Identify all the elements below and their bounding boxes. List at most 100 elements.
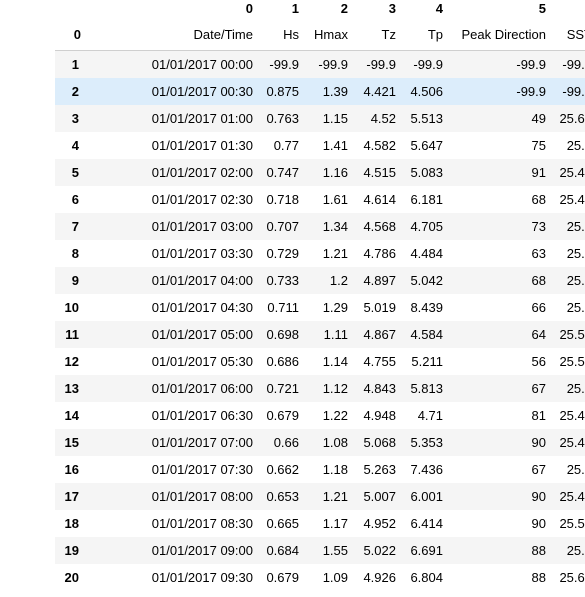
row-index: 9 [71, 273, 79, 288]
table-row: 17 01/01/2017 08:00 0.653 1.21 5.007 6.001 90 2… [55, 483, 585, 510]
table-cell: -99.9 [516, 57, 546, 72]
table-cell: 4.71 [417, 408, 443, 423]
table-cell: 1.09 [322, 570, 348, 585]
table-cell: 1.21 [322, 246, 348, 261]
table-cell: 4.755 [363, 354, 396, 369]
table-cell: 01/01/2017 08:00 [151, 489, 253, 504]
table-row: 1 01/01/2017 00:00 -99.9 -99.9 -99.9 -99.9 -99… [55, 50, 585, 78]
row-index: 20 [64, 570, 79, 585]
column-header: SST [550, 20, 585, 51]
table-cell: 25.55 [559, 327, 585, 342]
table-cell: 4.867 [363, 327, 396, 342]
table-cell: 25.55 [559, 354, 585, 369]
row-index: 7 [71, 219, 79, 234]
table-cell: 0.747 [266, 165, 299, 180]
column-number: 1 [291, 1, 299, 16]
dataframe-table: 0 1 2 3 4 5 6 0 Date/Time Hs Hmax Tz Tp … [55, 0, 585, 591]
table-cell: 0.653 [266, 489, 299, 504]
table-cell: 1.18 [322, 462, 348, 477]
table-cell: 4.614 [363, 192, 396, 207]
table-row: 3 01/01/2017 01:00 0.763 1.15 4.52 5.513 49 25.… [55, 105, 585, 132]
table-row: 9 01/01/2017 04:00 0.733 1.2 4.897 5.042 68 25.… [55, 267, 585, 294]
column-number: 0 [245, 1, 253, 16]
table-cell: 01/01/2017 00:00 [151, 57, 253, 72]
table-cell: 0.684 [266, 543, 299, 558]
table-cell: 1.15 [322, 111, 348, 126]
table-cell: -99.9 [562, 57, 585, 72]
column-header: Hmax [303, 20, 352, 51]
column-number: 4 [435, 1, 443, 16]
table-cell: 1.2 [329, 273, 348, 288]
table-cell: 01/01/2017 02:00 [151, 165, 253, 180]
table-row: 7 01/01/2017 03:00 0.707 1.34 4.568 4.705 73 25… [55, 213, 585, 240]
row-index: 1 [71, 57, 79, 72]
table-cell: 0.77 [273, 138, 299, 153]
table-cell: 0.662 [266, 462, 299, 477]
table-cell: 5.647 [410, 138, 443, 153]
table-cell: 01/01/2017 05:30 [151, 354, 253, 369]
table-cell: 5.042 [410, 273, 443, 288]
table-cell: 1.41 [322, 138, 348, 153]
table-cell: 1.17 [322, 516, 348, 531]
table-cell: 88 [531, 570, 546, 585]
table-cell: 5.513 [410, 111, 443, 126]
table-cell: 25.45 [559, 165, 585, 180]
column-name-row: 0 Date/Time Hs Hmax Tz Tp Peak Direction… [55, 20, 585, 51]
table-cell: 7.436 [410, 462, 443, 477]
table-cell: 1.55 [322, 543, 348, 558]
table-row: 2 01/01/2017 00:30 0.875 1.39 4.421 4.506 -99.… [55, 78, 585, 105]
table-cell: 4.484 [410, 246, 443, 261]
column-number-row: 0 1 2 3 4 5 6 [55, 0, 585, 20]
column-number: 6 [550, 0, 585, 20]
table-cell: 01/01/2017 06:30 [151, 408, 253, 423]
table-cell: 25.5 [566, 300, 585, 315]
table-cell: 01/01/2017 01:00 [151, 111, 253, 126]
table-cell: -99.9 [516, 84, 546, 99]
row-index: 12 [64, 354, 79, 369]
table-cell: 4.582 [363, 138, 396, 153]
table-row: 5 01/01/2017 02:00 0.747 1.16 4.515 5.083 91 25… [55, 159, 585, 186]
table-cell: 88 [531, 543, 546, 558]
table-cell: 4.786 [363, 246, 396, 261]
table-row: 8 01/01/2017 03:30 0.729 1.21 4.786 4.484 63 25… [55, 240, 585, 267]
table-cell: 4.948 [363, 408, 396, 423]
table-cell: -99.9 [562, 84, 585, 99]
table-cell: 4.897 [363, 273, 396, 288]
table-cell: 01/01/2017 09:30 [151, 570, 253, 585]
table-cell: 25.45 [559, 435, 585, 450]
table-cell: 01/01/2017 08:30 [151, 516, 253, 531]
table-cell: 1.39 [322, 84, 348, 99]
column-header: Tp [400, 20, 447, 51]
table-cell: 01/01/2017 09:00 [151, 543, 253, 558]
table-cell: 1.08 [322, 435, 348, 450]
table-cell: 4.515 [363, 165, 396, 180]
row-index: 14 [64, 408, 79, 423]
table-cell: 90 [531, 516, 546, 531]
table-cell: 5.007 [363, 489, 396, 504]
table-cell: 4.506 [410, 84, 443, 99]
table-cell: 0.698 [266, 327, 299, 342]
table-row: 10 01/01/2017 04:30 0.711 1.29 5.019 8.439 66 2… [55, 294, 585, 321]
table-cell: 6.414 [410, 516, 443, 531]
table-cell: 0.721 [266, 381, 299, 396]
table-cell: 01/01/2017 00:30 [151, 84, 253, 99]
table-cell: 0.711 [267, 300, 299, 315]
table-cell: 1.22 [322, 408, 348, 423]
table-row: 6 01/01/2017 02:30 0.718 1.61 4.614 6.181 68 25… [55, 186, 585, 213]
table-cell: 0.679 [266, 408, 299, 423]
row-index: 5 [71, 165, 79, 180]
table-cell: 5.813 [410, 381, 443, 396]
table-cell: 91 [531, 165, 546, 180]
table-body: 1 01/01/2017 00:00 -99.9 -99.9 -99.9 -99.9 -99… [55, 50, 585, 591]
table-row: 11 01/01/2017 05:00 0.698 1.11 4.867 4.584 64 2… [55, 321, 585, 348]
table-cell: 4.52 [370, 111, 396, 126]
column-header: Peak Direction [447, 20, 550, 51]
table-cell: 56 [531, 354, 546, 369]
row-index: 13 [64, 381, 79, 396]
table-cell: 25.5 [566, 381, 585, 396]
table-cell: 0.718 [266, 192, 299, 207]
table-cell: 1.16 [322, 165, 348, 180]
table-cell: 01/01/2017 02:30 [151, 192, 253, 207]
table-cell: 66 [531, 300, 546, 315]
column-number: 3 [388, 1, 396, 16]
